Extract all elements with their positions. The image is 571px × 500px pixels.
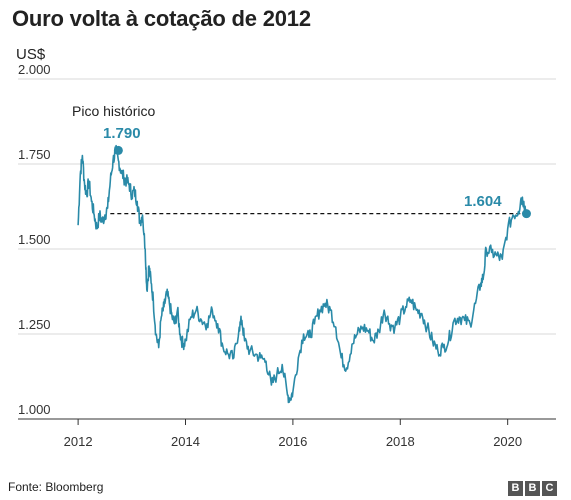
- bbc-logo: B B C: [508, 481, 557, 496]
- peak-marker: [113, 145, 123, 155]
- x-tick-label: 2016: [278, 434, 307, 449]
- latest-marker: [521, 209, 531, 219]
- x-tick-label: 2018: [386, 434, 415, 449]
- latest-value-label: 1.604: [464, 193, 502, 210]
- y-tick-label: 1.000: [18, 402, 51, 417]
- bbc-logo-letter: B: [508, 481, 523, 496]
- x-tick-label: 2020: [493, 434, 522, 449]
- peak-annotation-label: Pico histórico: [72, 103, 155, 119]
- gold-price-line: [77, 144, 528, 404]
- y-axis-unit: US$: [16, 46, 46, 63]
- x-tick-label: 2014: [171, 434, 200, 449]
- bbc-logo-letter: C: [542, 481, 557, 496]
- gold-price-chart: 1.000 1.250 1.500 1.750 2.000 2012 2014 2016 201…: [18, 62, 556, 449]
- peak-value-label: 1.790: [103, 125, 141, 142]
- source-label: Fonte: Bloomberg: [8, 480, 104, 494]
- y-tick-label: 1.500: [18, 232, 51, 247]
- chart-title: Ouro volta à cotação de 2012: [12, 6, 311, 31]
- y-tick-label: 1.750: [18, 147, 51, 162]
- bbc-logo-letter: B: [525, 481, 540, 496]
- y-tick-label: 1.250: [18, 317, 51, 332]
- x-tick-label: 2012: [64, 434, 93, 449]
- y-tick-label: 2.000: [18, 62, 51, 77]
